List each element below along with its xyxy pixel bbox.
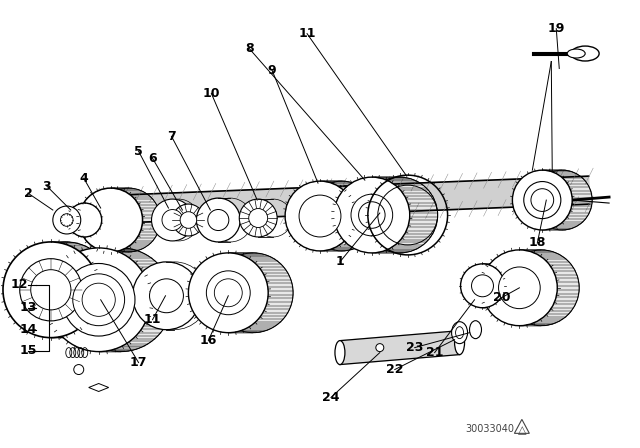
Ellipse shape <box>358 202 385 228</box>
Ellipse shape <box>188 253 268 333</box>
Ellipse shape <box>172 204 204 236</box>
Ellipse shape <box>79 188 143 252</box>
Text: 1: 1 <box>335 255 344 268</box>
Ellipse shape <box>334 177 410 253</box>
Ellipse shape <box>499 267 540 309</box>
Ellipse shape <box>206 271 250 314</box>
Ellipse shape <box>214 279 243 307</box>
Text: 3: 3 <box>42 180 51 193</box>
Ellipse shape <box>196 198 240 242</box>
Text: 14: 14 <box>19 323 36 336</box>
Text: 23: 23 <box>406 341 424 354</box>
Text: 4: 4 <box>79 172 88 185</box>
Ellipse shape <box>452 322 468 344</box>
Ellipse shape <box>3 242 99 338</box>
Ellipse shape <box>239 199 277 237</box>
Ellipse shape <box>249 209 268 228</box>
Ellipse shape <box>31 270 71 310</box>
Ellipse shape <box>376 344 384 352</box>
Ellipse shape <box>454 331 465 355</box>
Ellipse shape <box>335 340 345 365</box>
Ellipse shape <box>47 248 150 352</box>
Ellipse shape <box>53 206 81 234</box>
Text: 11: 11 <box>144 313 161 326</box>
Polygon shape <box>51 242 114 338</box>
Text: 7: 7 <box>167 130 176 143</box>
Polygon shape <box>111 188 161 252</box>
Text: 2: 2 <box>24 187 32 200</box>
Ellipse shape <box>132 262 200 330</box>
Polygon shape <box>228 253 293 333</box>
Ellipse shape <box>481 250 557 326</box>
Text: 6: 6 <box>148 152 157 165</box>
Ellipse shape <box>61 214 73 226</box>
Ellipse shape <box>63 263 135 336</box>
Text: 21: 21 <box>426 346 444 359</box>
Polygon shape <box>84 203 109 237</box>
Text: 24: 24 <box>322 391 340 404</box>
Ellipse shape <box>572 46 599 61</box>
Polygon shape <box>483 264 516 308</box>
Ellipse shape <box>456 327 463 339</box>
Polygon shape <box>372 177 438 253</box>
Text: △: △ <box>518 425 526 435</box>
Polygon shape <box>520 250 579 326</box>
Text: 9: 9 <box>268 64 276 77</box>
Ellipse shape <box>513 170 572 230</box>
Text: 11: 11 <box>298 27 316 40</box>
Ellipse shape <box>82 283 115 316</box>
Ellipse shape <box>208 210 229 231</box>
Text: 5: 5 <box>134 145 143 158</box>
Ellipse shape <box>162 210 183 230</box>
Ellipse shape <box>472 275 493 297</box>
Ellipse shape <box>567 49 585 58</box>
Ellipse shape <box>351 194 393 236</box>
Ellipse shape <box>531 189 554 211</box>
Text: 15: 15 <box>19 344 36 357</box>
Ellipse shape <box>299 195 341 237</box>
Text: 8: 8 <box>245 42 253 55</box>
Text: 19: 19 <box>548 22 565 35</box>
Text: 12: 12 <box>10 278 28 291</box>
Text: 20: 20 <box>493 291 510 304</box>
Text: 18: 18 <box>529 237 546 250</box>
Polygon shape <box>99 248 172 352</box>
Polygon shape <box>320 181 377 251</box>
Ellipse shape <box>180 212 196 228</box>
Ellipse shape <box>461 264 504 308</box>
Ellipse shape <box>285 181 355 251</box>
Text: 17: 17 <box>130 356 147 369</box>
Text: 22: 22 <box>386 363 403 376</box>
Ellipse shape <box>73 274 125 326</box>
Ellipse shape <box>68 203 102 237</box>
Ellipse shape <box>470 321 481 339</box>
Ellipse shape <box>524 181 561 219</box>
Ellipse shape <box>150 279 184 313</box>
Polygon shape <box>340 331 460 365</box>
Polygon shape <box>542 170 592 230</box>
Text: 10: 10 <box>203 87 220 100</box>
Ellipse shape <box>152 199 193 241</box>
Text: 30033040: 30033040 <box>465 424 514 435</box>
Text: 16: 16 <box>200 334 217 347</box>
Ellipse shape <box>20 258 82 321</box>
Polygon shape <box>95 176 589 224</box>
Text: 13: 13 <box>19 301 36 314</box>
